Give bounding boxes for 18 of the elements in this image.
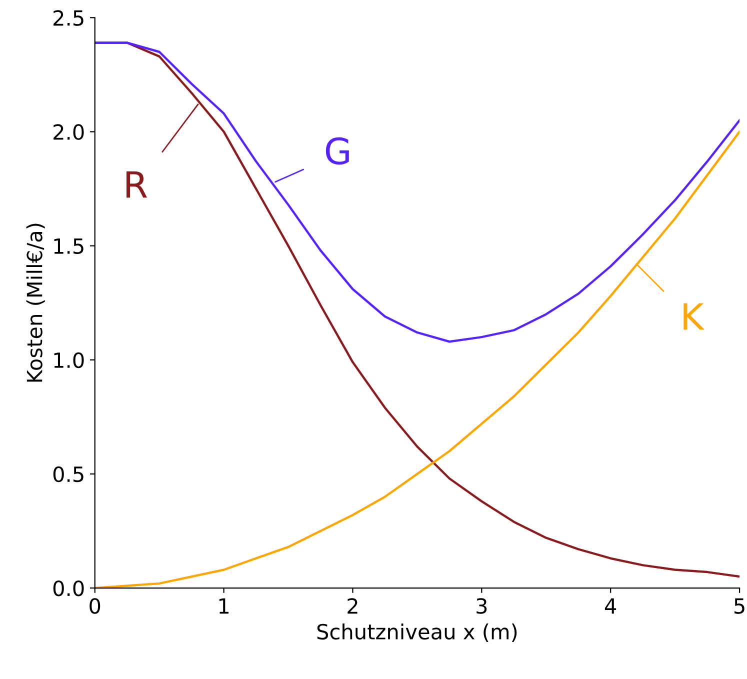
annotation: G xyxy=(326,137,349,165)
y-tick-label: 1.0 xyxy=(54,352,84,368)
y-tick-label: 2.5 xyxy=(54,10,84,26)
x-tick-label: 2 xyxy=(348,598,358,614)
y-tick-label: 1.5 xyxy=(54,238,84,254)
y-axis-title: Kosten (Mill€/a) xyxy=(26,224,45,382)
y-tick-label: 0.5 xyxy=(53,466,84,482)
line-series xyxy=(94,42,740,343)
x-tick-label: 1 xyxy=(219,598,229,614)
x-tick-label: 0 xyxy=(90,598,100,614)
x-tick-label: 5 xyxy=(734,598,744,614)
annotation: K xyxy=(684,303,705,330)
y-tick-label: 0.0 xyxy=(53,580,84,596)
y-tick-label: 2.0 xyxy=(54,124,84,140)
x-tick-label: 3 xyxy=(476,598,487,614)
x-axis-title: Schutzniveau x (m) xyxy=(317,623,517,642)
annotation: R xyxy=(126,171,148,198)
x-tick-label: 4 xyxy=(604,598,616,614)
